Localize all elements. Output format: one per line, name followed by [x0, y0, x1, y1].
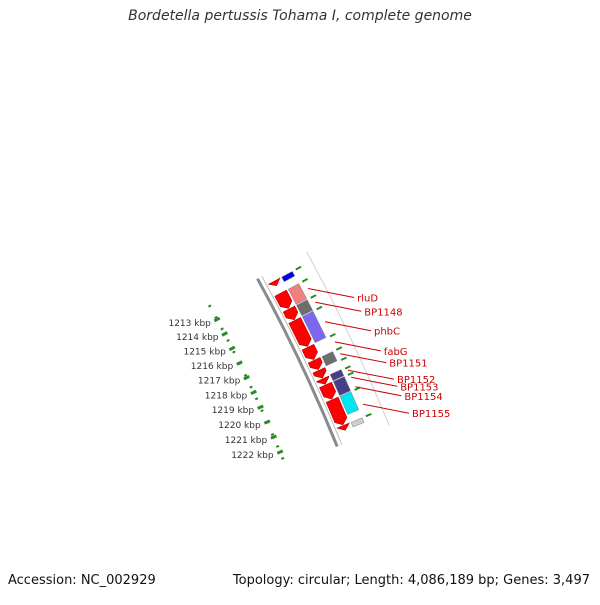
gene-label: BP1151: [389, 359, 427, 370]
scale-tick: [270, 434, 277, 440]
gene-label-leader: [347, 369, 395, 380]
backbone-arc: [256, 277, 339, 448]
forward-gene-arrow: [268, 277, 281, 287]
cog-gene-block: [329, 369, 345, 382]
gene-label: BP1148: [364, 307, 402, 318]
gene-boundary-tick: [335, 346, 343, 351]
scale-tick: [213, 316, 221, 323]
forward-gene-arrow: [336, 422, 350, 431]
forward-gene-arrow: [316, 375, 330, 385]
forward-gene-arrow: [319, 381, 337, 400]
gene-label-leader: [315, 301, 362, 312]
forward-gene-arrow: [301, 344, 318, 360]
forward-gene-arrow: [312, 367, 327, 379]
gene-label: fabG: [384, 347, 408, 358]
scale-tick-label: 1214 kbp: [176, 333, 219, 343]
accession-text: Accession: NC_002929: [8, 573, 156, 588]
cog-gene-block: [301, 310, 327, 344]
forward-gene-arrow: [325, 396, 348, 426]
gene-boundary-tick: [340, 356, 347, 361]
gene-label: BP1154: [404, 392, 442, 403]
forward-gene-arrow: [274, 289, 293, 309]
gene-label: rluD: [357, 294, 378, 305]
scale-tick-label: 1217 kbp: [198, 377, 241, 387]
cog-gene-block: [332, 376, 351, 396]
gene-boundary-tick: [301, 278, 309, 283]
gene-boundary-tick: [329, 332, 336, 338]
scale-tick-label: 1220 kbp: [218, 421, 261, 431]
gene-label: BP1153: [400, 382, 438, 393]
cog-gene-block: [296, 299, 314, 317]
forward-gene-arrow: [282, 305, 299, 321]
gene-label-leader: [334, 341, 381, 352]
scale-tick: [250, 389, 257, 396]
gene-label-leader: [340, 353, 387, 364]
topology-text: Topology: circular; Length: 4,086,189 bp…: [232, 573, 590, 588]
scale-tick-label: 1218 kbp: [205, 391, 248, 401]
scale-tick-label: 1216 kbp: [191, 362, 234, 372]
gene-label-leader: [362, 403, 410, 414]
gene-boundary-tick: [310, 294, 317, 299]
scale-tick-label: 1215 kbp: [183, 348, 226, 358]
cog-gene-block: [287, 283, 308, 305]
scale-tick: [236, 360, 243, 366]
scale-tick: [276, 449, 284, 455]
backbone-arc-outer: [261, 276, 343, 445]
gene-boundary-tick: [365, 412, 372, 418]
scale-tick-label: 1213 kbp: [168, 319, 211, 329]
scale-dots: [207, 304, 288, 468]
gene-boundary-tick: [316, 305, 323, 311]
gene-label: BP1155: [412, 409, 450, 420]
gene-label: phbC: [374, 327, 400, 338]
gene-boundary-tick: [295, 265, 302, 271]
scale-tick-label: 1221 kbp: [225, 436, 268, 446]
scale-tick: [228, 345, 236, 352]
gene-label-leader: [355, 386, 402, 397]
cog-gene-block: [339, 391, 360, 415]
guide-arc: [306, 251, 390, 426]
gene-label: BP1152: [397, 375, 435, 386]
scale-tick: [263, 419, 271, 425]
map-title: Bordetella pertussis Tohama I, complete …: [128, 8, 472, 24]
gene-boundary-tick: [344, 365, 351, 370]
cog-gene-block: [281, 271, 296, 283]
forward-gene-arrow: [307, 357, 323, 370]
scale-tick-label: 1219 kbp: [212, 406, 255, 416]
scale-tick: [243, 375, 250, 381]
forward-gene-arrow: [288, 317, 312, 347]
cog-gene-block: [321, 351, 338, 367]
gene-label-leader: [324, 321, 372, 332]
gene-boundary-tick: [347, 371, 354, 376]
scale-tick: [221, 331, 229, 337]
scale-tick-label: 1222 kbp: [231, 451, 274, 461]
scale-tick: [257, 404, 264, 410]
cog-gene-block: [350, 417, 365, 428]
gene-label-leader: [308, 288, 355, 298]
gene-label-leader: [351, 376, 398, 387]
